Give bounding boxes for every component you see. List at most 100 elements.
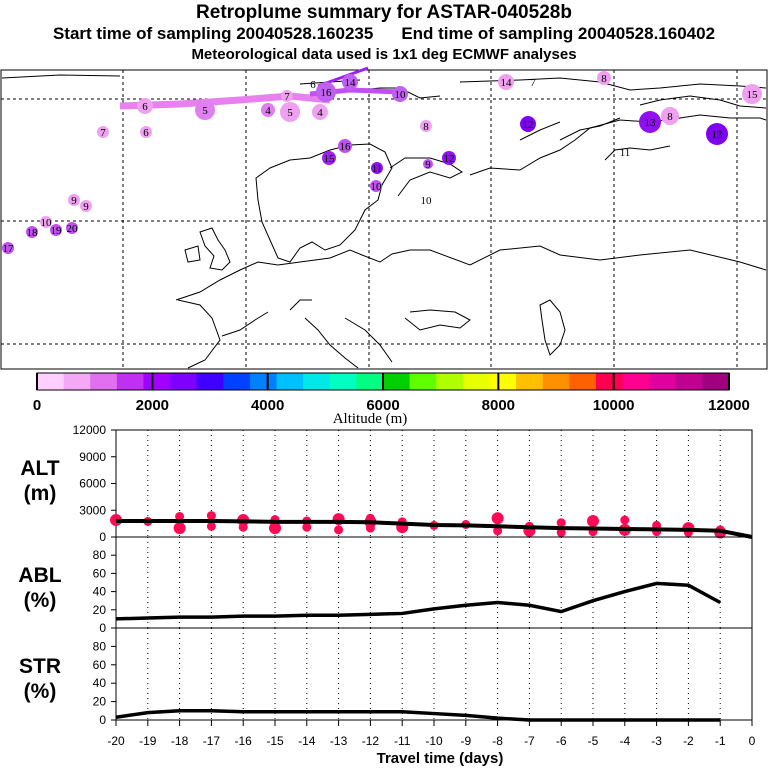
plume-centroid: 6 bbox=[140, 126, 152, 139]
x-tick-label: -15 bbox=[266, 734, 284, 748]
centroid-label: 11 bbox=[620, 147, 631, 159]
centroid-label: 20 bbox=[67, 223, 79, 235]
x-tick-label: -12 bbox=[362, 734, 380, 748]
colorbar-swatch bbox=[329, 373, 357, 390]
colorbar-swatch bbox=[276, 373, 304, 390]
plume-centroid: 16 bbox=[316, 82, 336, 102]
y-tick-label: 3000 bbox=[79, 503, 106, 517]
plume-centroid: 9 bbox=[68, 194, 80, 207]
centroid-label: 18 bbox=[27, 227, 39, 239]
coastlines bbox=[1, 74, 767, 369]
x-tick-label: -7 bbox=[524, 734, 535, 748]
altitude-point bbox=[269, 522, 281, 535]
altitude-median-line bbox=[116, 518, 753, 539]
map-gridlines bbox=[1, 70, 767, 369]
centroid-label: 12 bbox=[523, 119, 534, 131]
colorbar-swatch bbox=[409, 373, 437, 390]
x-tick-label: -9 bbox=[460, 734, 471, 748]
coastline-caspian bbox=[539, 299, 566, 356]
plume-centroid: 5 bbox=[195, 100, 215, 120]
colorbar-swatch bbox=[675, 373, 703, 390]
centroid-label: 16 bbox=[321, 87, 333, 99]
x-tick-label: -4 bbox=[619, 734, 630, 748]
coastline-iberia bbox=[177, 299, 269, 369]
centroid-marker bbox=[639, 111, 661, 133]
plume-centroid: 13 bbox=[639, 111, 661, 133]
altitude-colorbar: 0 2000 4000 6000 8000 10000 12000 bbox=[33, 372, 750, 414]
x-tick-label: -20 bbox=[107, 734, 125, 748]
start-time-label: Start time of sampling 20040528.160235 bbox=[52, 24, 374, 43]
centroid-marker bbox=[140, 126, 152, 138]
plume-centroid: 6 bbox=[137, 98, 153, 114]
centroid-label: 8 bbox=[601, 73, 607, 85]
centroid-label: 6 bbox=[310, 79, 316, 91]
colorbar-tick-label: 4000 bbox=[251, 397, 284, 414]
centroid-marker bbox=[742, 84, 762, 104]
plume-centroid: 14 bbox=[342, 74, 358, 90]
colorbar-tick-label: 12000 bbox=[708, 397, 750, 414]
centroid-marker bbox=[281, 90, 293, 102]
colorbar-swatch bbox=[223, 373, 251, 390]
y-tick-label: 80 bbox=[93, 639, 107, 653]
centroid-marker bbox=[80, 200, 92, 212]
plume-centroid: 7 bbox=[281, 90, 293, 103]
centroid-marker bbox=[2, 242, 14, 254]
plume-track-main bbox=[119, 92, 331, 110]
x-axis-label: Travel time (days) bbox=[377, 750, 504, 767]
altitude-point bbox=[175, 511, 185, 521]
panel-abl: 0 20 40 60 80 ABL(%) bbox=[18, 536, 753, 635]
sampling-times: Start time of sampling 20040528.160235 En… bbox=[0, 24, 768, 44]
plume-centroid: 15 bbox=[742, 84, 762, 104]
y-tick-label: 0 bbox=[99, 530, 106, 544]
plume-centroid: 13 bbox=[706, 123, 728, 145]
centroid-label: 15 bbox=[747, 89, 759, 101]
altitude-point bbox=[491, 512, 504, 525]
y-axis-unit: (m) bbox=[24, 482, 57, 505]
centroid-marker bbox=[66, 222, 78, 234]
centroid-label: 14 bbox=[501, 77, 513, 89]
colorbar-swatch bbox=[249, 373, 278, 390]
centroid-marker bbox=[280, 102, 300, 122]
altitude-point bbox=[173, 522, 186, 535]
plume-centroid: 11 bbox=[620, 147, 631, 159]
centroid-label: 6 bbox=[142, 101, 148, 113]
y-axis-name: STR bbox=[19, 655, 61, 678]
centroid-label: 4 bbox=[317, 107, 323, 119]
plume-centroid: 7 bbox=[530, 77, 536, 89]
panel-str: 0 20 40 60 80 STR(%) bbox=[19, 627, 753, 727]
centroid-label: 13 bbox=[712, 129, 724, 141]
centroid-marker bbox=[442, 151, 456, 165]
abl-line bbox=[115, 581, 722, 621]
colorbar-swatch bbox=[116, 373, 144, 390]
centroid-marker bbox=[40, 216, 52, 228]
centroid-label: 17 bbox=[3, 243, 15, 255]
colorbar-swatch bbox=[622, 373, 650, 390]
colorbar-swatch bbox=[143, 373, 171, 390]
y-tick-label: 40 bbox=[93, 676, 107, 690]
coastline-uk bbox=[184, 227, 231, 271]
plume-centroid: 5 bbox=[280, 102, 300, 122]
y-tick-label: 6000 bbox=[79, 477, 106, 491]
plume-centroid: 6 bbox=[310, 79, 316, 91]
colorbar-swatch bbox=[702, 373, 730, 390]
colorbar-swatch bbox=[489, 373, 517, 390]
centroid-marker bbox=[520, 116, 536, 132]
plume-centroid: 16 bbox=[338, 139, 352, 153]
colorbar-tick-label: 0 bbox=[33, 397, 41, 414]
altitude-point bbox=[620, 515, 630, 525]
time-series-panels: 030006000900012000ALT(m)020406080ABL(%)0… bbox=[18, 423, 755, 748]
centroid-label: 6 bbox=[143, 127, 149, 139]
plume-centroid: 9 bbox=[80, 200, 92, 213]
plume-centroid: 11 bbox=[371, 162, 383, 175]
chart-title: Retroplume summary for ASTAR-040528b bbox=[196, 2, 572, 23]
centroid-marker bbox=[316, 82, 336, 102]
centroid-marker bbox=[195, 100, 215, 120]
x-tick-label: -8 bbox=[492, 734, 503, 748]
plume-centroid: 10 bbox=[40, 216, 52, 229]
centroid-label: 7 bbox=[284, 91, 290, 103]
colorbar-swatch bbox=[569, 373, 597, 390]
centroid-label: 11 bbox=[372, 163, 383, 175]
colorbar-swatch bbox=[436, 373, 464, 390]
